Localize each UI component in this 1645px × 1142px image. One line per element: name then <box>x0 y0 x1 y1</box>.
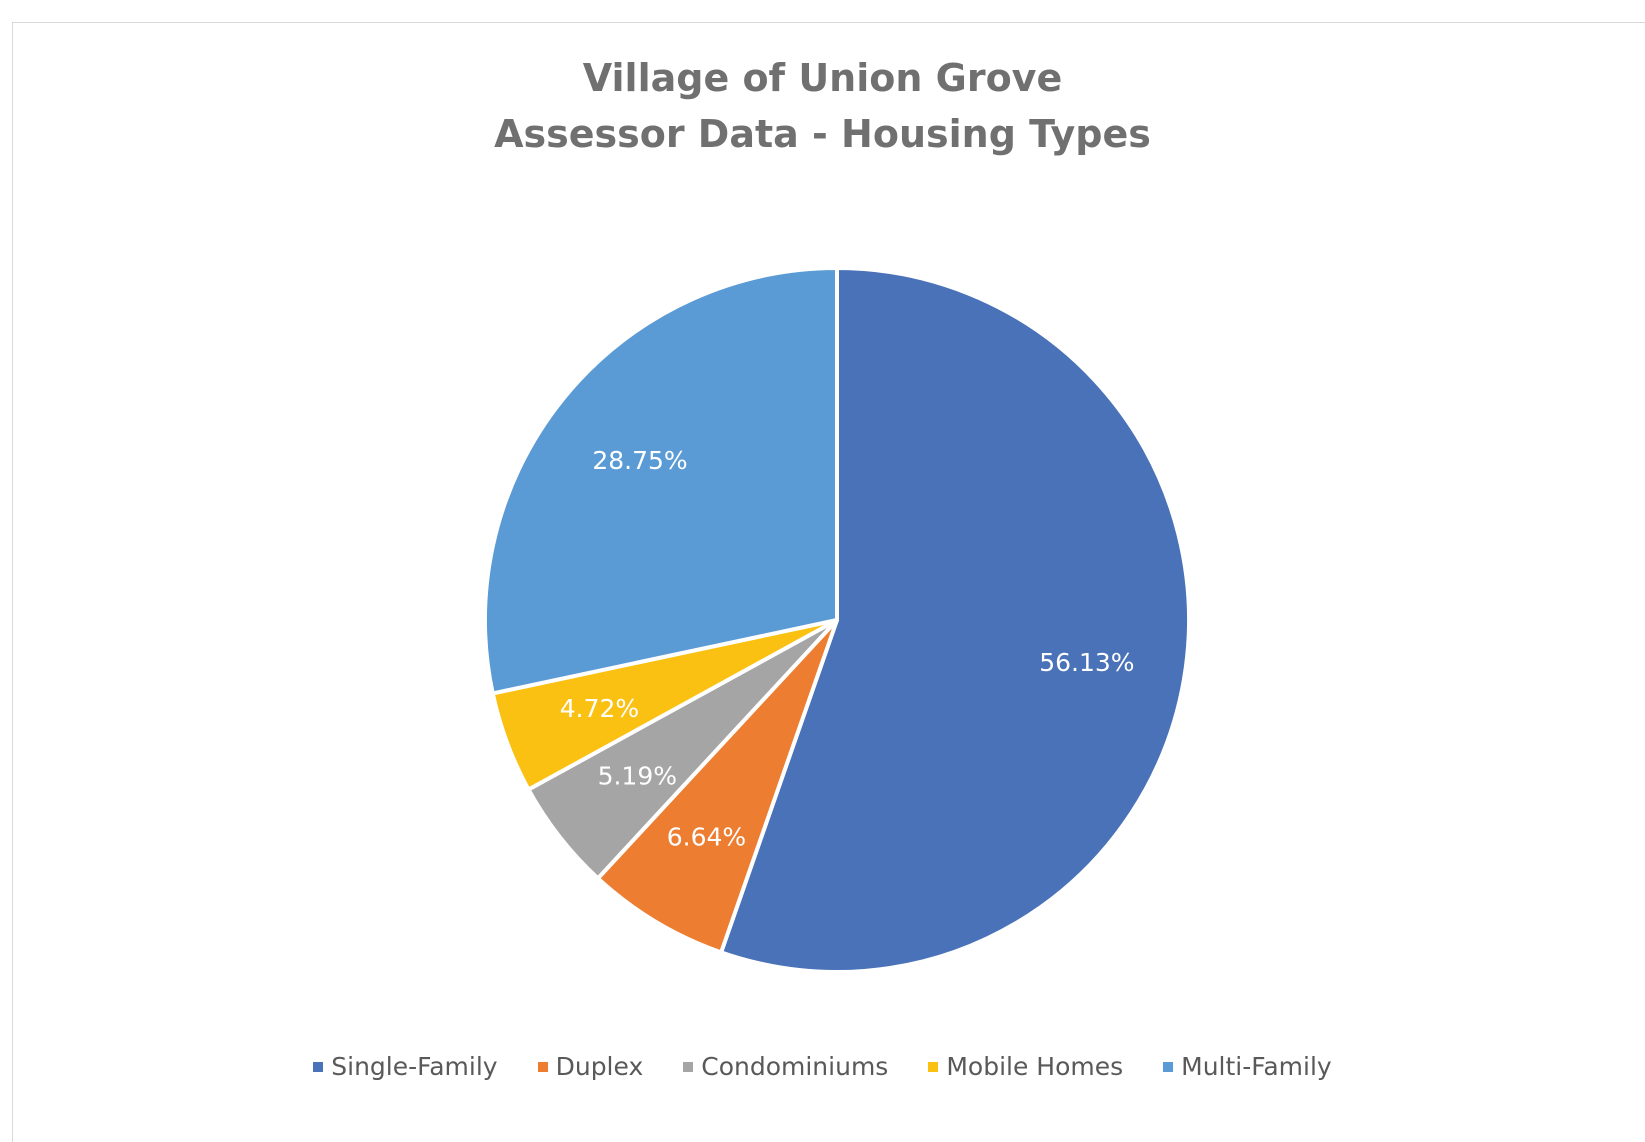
data-label-single-family: 56.13% <box>1039 648 1134 677</box>
data-label-condominiums: 5.19% <box>598 762 677 791</box>
data-label-multi-family: 28.75% <box>592 446 687 475</box>
pie-data-labels: 56.13% 6.64% 5.19% 4.72% 28.75% <box>560 446 1135 852</box>
data-label-mobile-homes: 4.72% <box>560 694 639 723</box>
pie-slices <box>483 266 1191 974</box>
chart-legend: Single-Family Duplex Condominiums Mobile Ho… <box>0 1052 1645 1081</box>
pie-slice-multi-family <box>483 266 839 696</box>
data-label-duplex: 6.64% <box>667 823 746 852</box>
legend-swatch-single-family <box>313 1061 324 1072</box>
chart-title-line-1: Village of Union Grove <box>582 56 1063 100</box>
pie-slice-duplex <box>595 618 839 955</box>
legend-swatch-multi-family <box>1163 1061 1174 1072</box>
legend-item-multi-family: Multi-Family <box>1163 1052 1332 1081</box>
legend-item-condominiums: Condominiums <box>683 1052 888 1081</box>
legend-swatch-mobile-homes <box>928 1061 939 1072</box>
legend-item-duplex: Duplex <box>537 1052 644 1081</box>
legend-label-single-family: Single-Family <box>331 1052 498 1081</box>
legend-label-condominiums: Condominiums <box>701 1052 889 1081</box>
chart-title: Village of Union Grove Assessor Data - H… <box>0 50 1645 162</box>
legend-label-mobile-homes: Mobile Homes <box>946 1052 1124 1081</box>
legend-label-duplex: Duplex <box>555 1052 644 1081</box>
legend-swatch-condominiums <box>683 1061 694 1072</box>
legend-swatch-duplex <box>537 1061 548 1072</box>
legend-label-multi-family: Multi-Family <box>1181 1052 1332 1081</box>
chart-title-line-2: Assessor Data - Housing Types <box>494 112 1151 156</box>
legend-item-mobile-homes: Mobile Homes <box>928 1052 1123 1081</box>
legend-item-single-family: Single-Family <box>313 1052 498 1081</box>
